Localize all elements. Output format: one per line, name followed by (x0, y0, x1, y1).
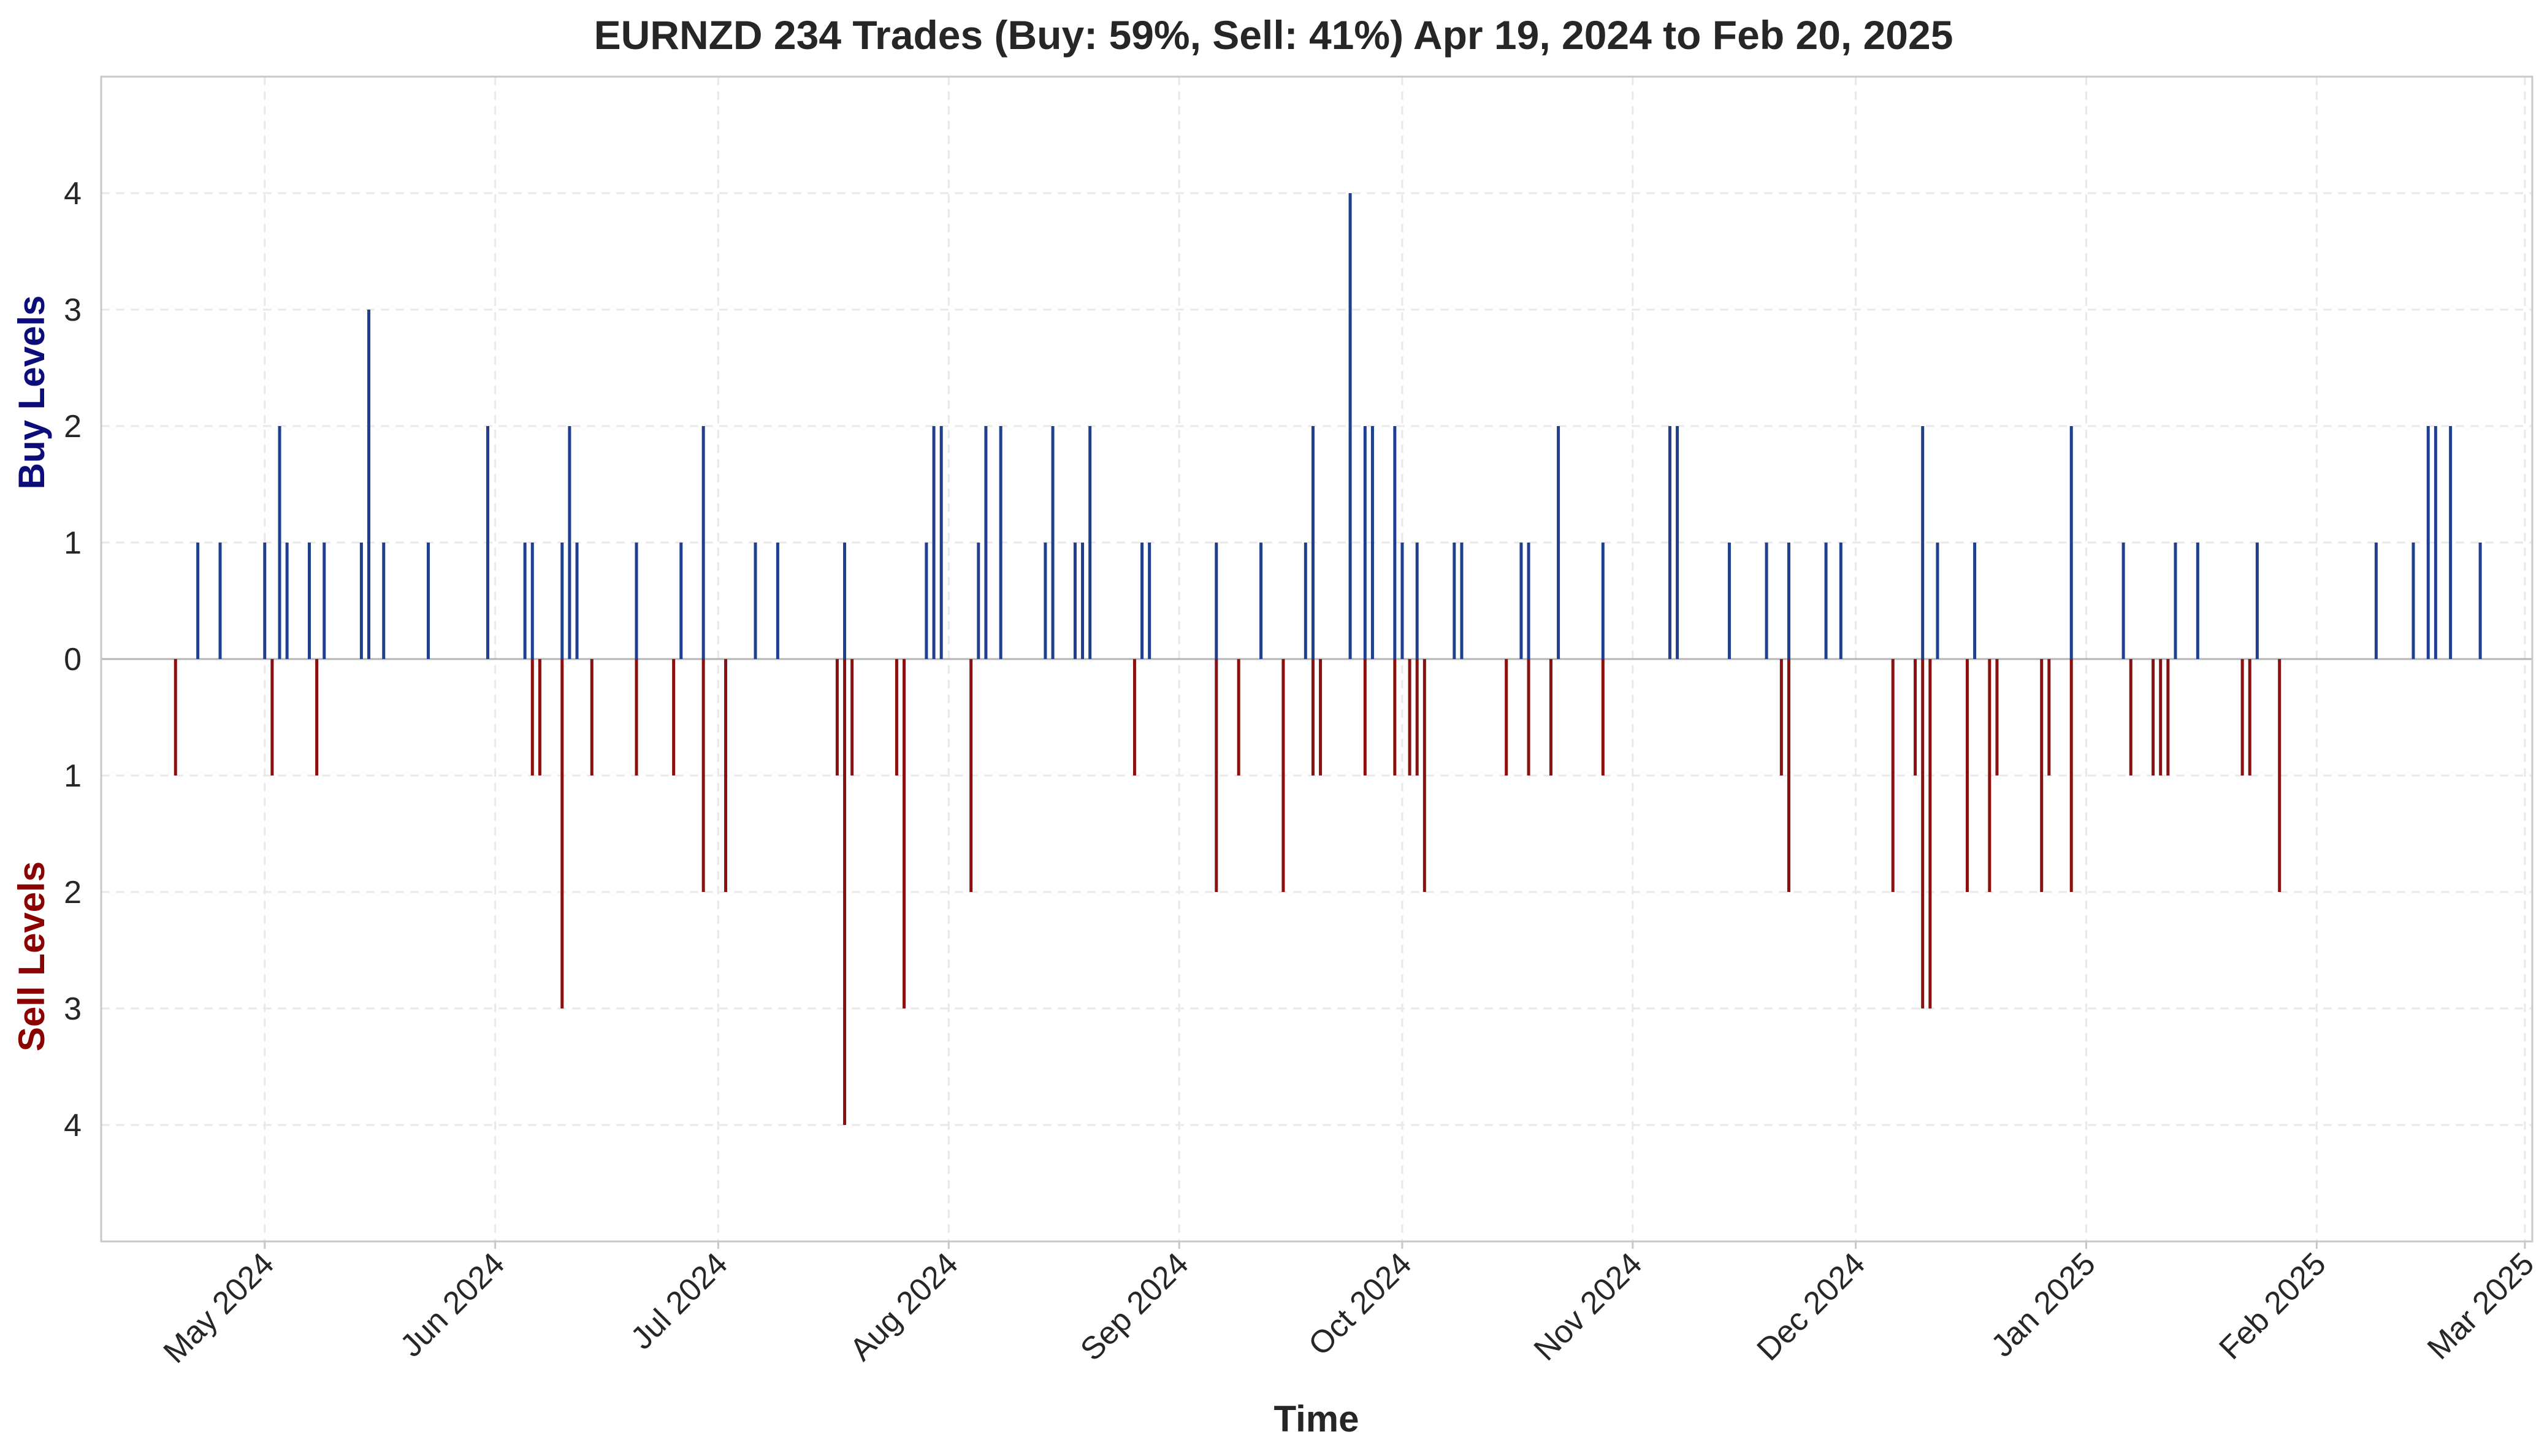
y-tick-label: 2 (64, 875, 82, 910)
y-tick-label: 2 (64, 409, 82, 444)
sell-levels-axis-title: Sell Levels (11, 861, 52, 1051)
y-tick-label: 0 (64, 642, 82, 677)
x-axis-title: Time (1274, 1398, 1359, 1439)
y-tick-label: 1 (64, 758, 82, 794)
trade-bars (174, 193, 2482, 1125)
plot-frame (100, 75, 2534, 1243)
y-tick-label: 4 (64, 176, 82, 212)
chart-title: EURNZD 234 Trades (Buy: 59%, Sell: 41%) … (594, 12, 1953, 58)
y-tick-label: 3 (64, 292, 82, 328)
buy-levels-axis-title: Buy Levels (11, 295, 52, 490)
y-tick-labels: 4 3 2 1 0 1 2 3 4 (64, 176, 82, 1143)
y-tick-label: 1 (64, 525, 82, 561)
y-tick-label: 3 (64, 991, 82, 1027)
y-tick-label: 4 (64, 1108, 82, 1143)
